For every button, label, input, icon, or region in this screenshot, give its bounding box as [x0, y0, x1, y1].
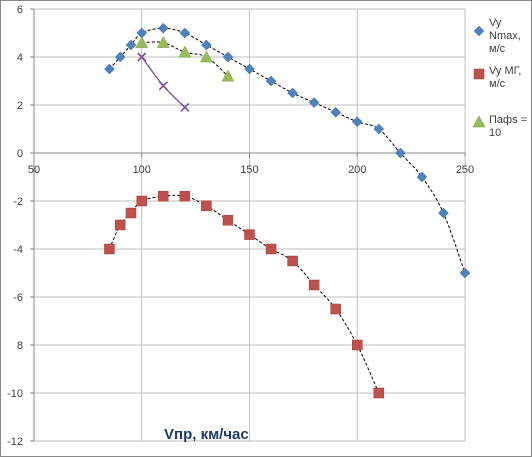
series-2-point-1: [156, 36, 170, 48]
legend-label-2-1: 10: [489, 127, 501, 139]
series-3-point-0-stroke-b: [137, 52, 147, 62]
y-tick-label-2: 2: [17, 100, 23, 112]
series-0-point-0: [104, 63, 115, 75]
series-2-point-2: [178, 45, 192, 58]
series-0-point-12: [330, 106, 342, 118]
data-markers: [104, 22, 471, 399]
series-2-point-3: [199, 50, 213, 63]
series-0-point-13: [351, 116, 363, 128]
y-tick-label-6: -6: [13, 292, 23, 304]
series-1-point-9: [265, 243, 277, 255]
series-1-point-13: [352, 339, 363, 351]
series-1-point-7: [222, 214, 234, 226]
series-0-point-1: [114, 51, 126, 63]
legend-marker-2: [472, 115, 486, 128]
series-3-point-0: [137, 52, 147, 62]
series-1-point-1: [114, 219, 126, 231]
series-3-point-2-stroke-b: [180, 102, 190, 112]
series-1-point-14: [373, 387, 385, 399]
series-1-point-3: [136, 195, 147, 207]
series-1-point-11: [308, 279, 320, 291]
series-3-point-1: [158, 81, 168, 91]
series-0-point-4: [157, 22, 169, 34]
x-tick-label-1: 100: [133, 164, 151, 176]
tick-labels: 6 4 2 0 -2 -4 -6 8 -10 -12 50 100 150 200 250: [7, 4, 474, 448]
series-1-point-4: [158, 190, 169, 202]
series-1-point-2: [125, 207, 137, 219]
grid-lines: [33, 8, 466, 442]
series-1-point-0: [104, 243, 115, 255]
series-3-point-2: [180, 102, 190, 112]
y-tick-label-7: 8: [17, 340, 23, 352]
legend-marker-0: [473, 25, 485, 37]
series-2-point-0: [135, 36, 149, 48]
y-tick-label-8: -10: [7, 388, 23, 400]
trend-lines: [108, 27, 466, 394]
legend-label-2-0: Пафs =: [489, 114, 527, 126]
series-0-point-6: [201, 39, 212, 51]
x-tick-label-3: 200: [348, 164, 366, 176]
legend-label-1-1: м/с: [489, 78, 506, 90]
legend-marker-1: [473, 68, 485, 80]
x-tick-label-2: 150: [240, 164, 258, 176]
series-1-point-8: [244, 229, 255, 240]
x-tick-label-0: 50: [28, 164, 40, 176]
legend-label-0-0: Vy: [489, 17, 502, 29]
series-0-point-14: [373, 123, 385, 135]
legend-label-0-2: м/с: [489, 43, 506, 55]
series-0-point-11: [308, 97, 320, 108]
series-2-point-4: [221, 69, 235, 82]
series-1-point-6: [201, 200, 212, 212]
series-0-point-9: [265, 75, 277, 87]
series-0-point-17: [438, 207, 449, 219]
legend-label-0-1: Nmax,: [489, 30, 521, 42]
series-1-point-10: [287, 255, 298, 267]
y-tick-label-9: -12: [7, 436, 23, 448]
y-tick-label-1: 4: [17, 52, 23, 64]
y-tick-label-4: -2: [13, 196, 23, 208]
series-0-point-2: [125, 39, 137, 51]
x-axis-label: Vпр, км/час: [164, 426, 249, 443]
series-1-trendline: [108, 194, 380, 394]
axes: [30, 8, 466, 442]
series-3-line: [141, 56, 186, 108]
legend-label-1-0: Vy МГ,: [489, 65, 521, 77]
series-0-point-8: [244, 63, 255, 75]
series-0-trendline: [109, 27, 466, 274]
y-tick-label-5: -4: [13, 244, 23, 256]
series-1-point-12: [330, 303, 341, 315]
series-3-point-1-stroke-b: [158, 81, 168, 91]
series-0-point-15: [394, 147, 406, 159]
series-0-point-16: [416, 171, 428, 183]
series-0-point-7: [222, 51, 234, 63]
series-0-point-18: [459, 267, 471, 279]
y-tick-label-3: 0: [17, 148, 23, 160]
y-tick-label-0: 6: [17, 4, 23, 16]
series-0-point-5: [179, 27, 191, 39]
series-1-point-5: [179, 190, 191, 202]
x-tick-label-4: 250: [456, 164, 474, 176]
series-0-point-10: [287, 87, 298, 99]
